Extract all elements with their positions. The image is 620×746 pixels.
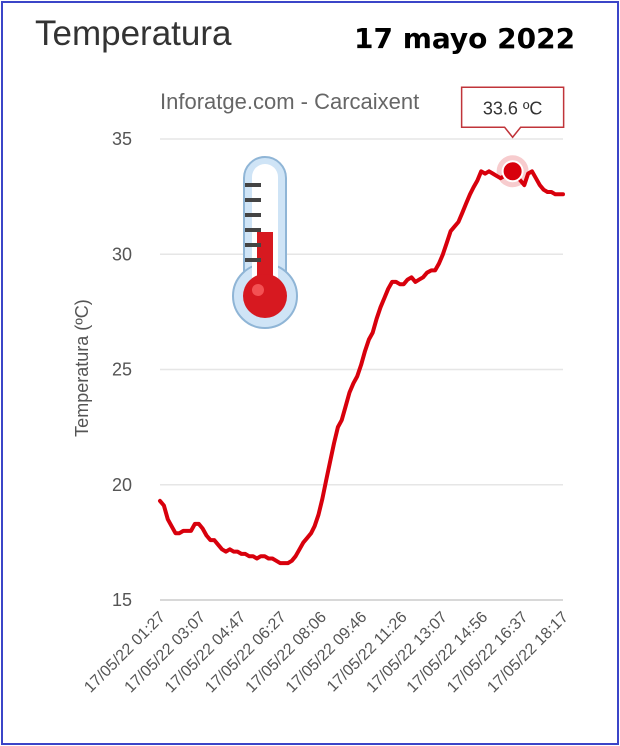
highlight-marker[interactable] bbox=[496, 155, 529, 188]
y-tick-label: 25 bbox=[112, 360, 132, 380]
y-tick-label: 30 bbox=[112, 244, 132, 264]
chart-subtitle: Inforatge.com - Carcaixent bbox=[160, 89, 419, 114]
temperature-series-line bbox=[158, 169, 565, 566]
page-title: Temperatura bbox=[35, 14, 232, 53]
y-tick-label: 20 bbox=[112, 475, 132, 495]
date-label: 17 mayo 2022 bbox=[354, 22, 576, 55]
y-tick-label: 35 bbox=[112, 129, 132, 149]
thermometer-icon bbox=[232, 156, 298, 329]
tooltip-value: 33.6 ºC bbox=[483, 98, 543, 118]
tooltip: 33.6 ºC bbox=[460, 86, 565, 139]
y-axis-label: Temperatura (ºC) bbox=[72, 299, 92, 437]
y-axis-ticks: 15 20 25 30 35 bbox=[112, 129, 132, 610]
y-tick-label: 15 bbox=[112, 590, 132, 610]
